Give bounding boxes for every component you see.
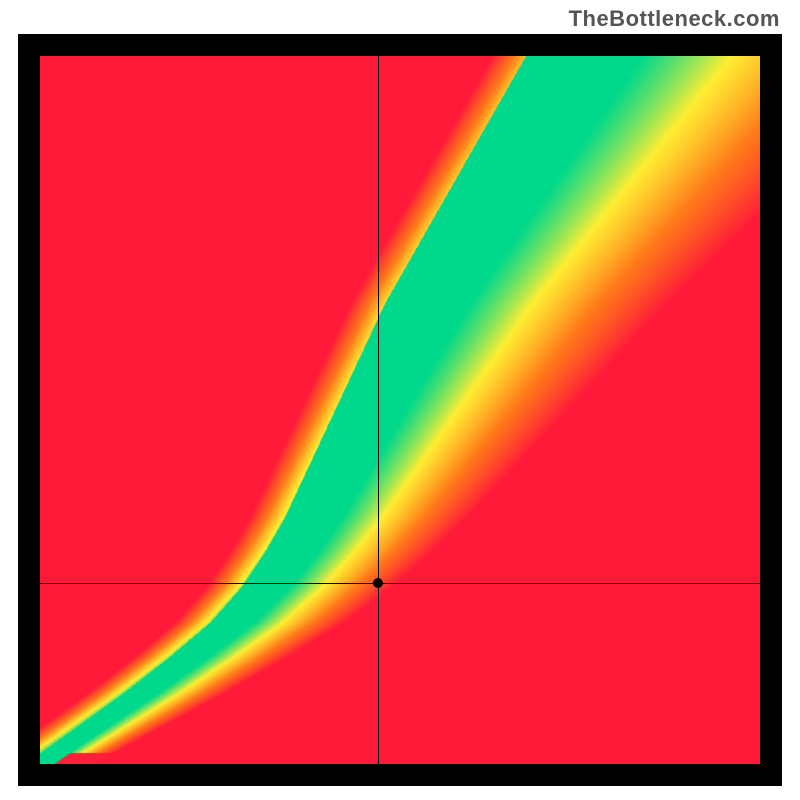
crosshair-horizontal bbox=[40, 583, 760, 585]
heatmap-canvas bbox=[40, 56, 760, 764]
chart-container: TheBottleneck.com bbox=[0, 0, 800, 800]
plot-inner bbox=[40, 56, 760, 764]
watermark-text: TheBottleneck.com bbox=[569, 6, 780, 32]
plot-frame bbox=[18, 34, 782, 786]
crosshair-vertical bbox=[378, 56, 380, 764]
